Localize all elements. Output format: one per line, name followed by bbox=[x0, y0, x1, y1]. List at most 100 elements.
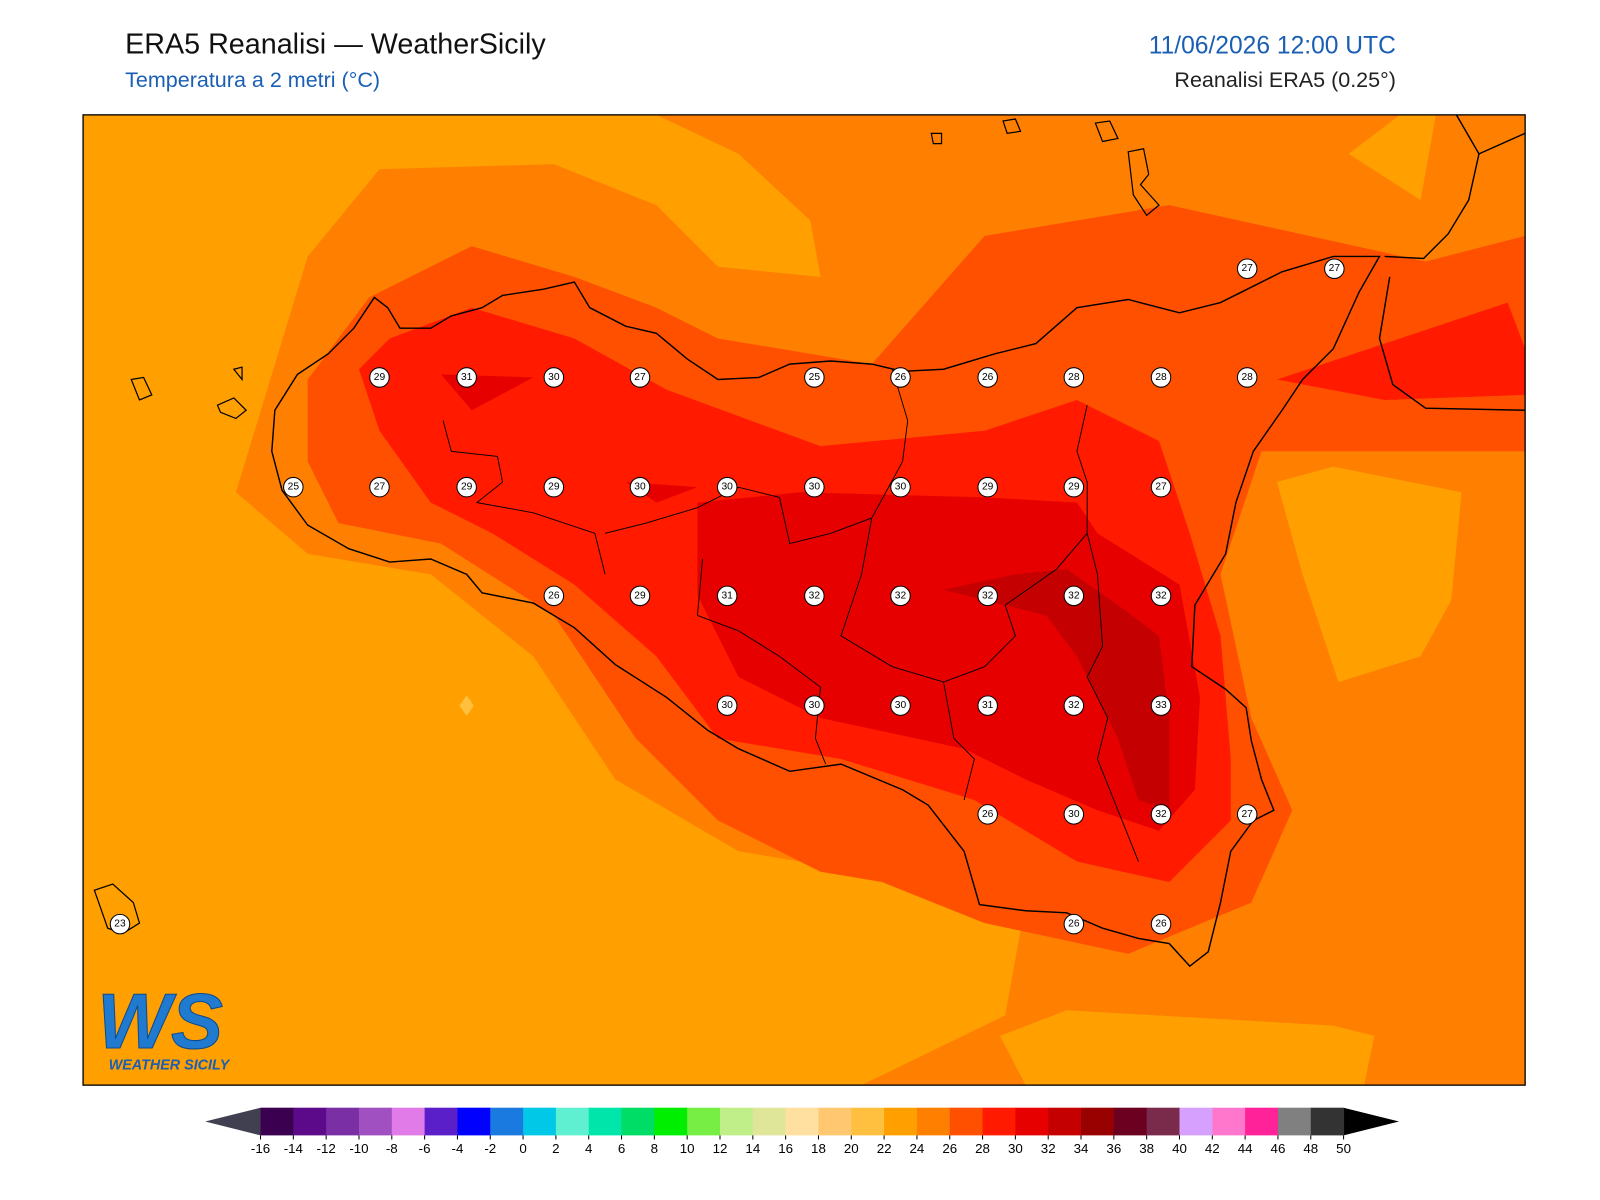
station-value: 25 bbox=[809, 372, 821, 383]
colorbar-bin bbox=[752, 1107, 787, 1136]
colorbar-tick-label: -16 bbox=[251, 1141, 270, 1156]
colorbar-bin bbox=[1245, 1107, 1279, 1136]
colorbar-bin bbox=[588, 1107, 623, 1136]
station-value: 26 bbox=[982, 372, 994, 383]
station-marker bbox=[543, 585, 565, 607]
colorbar-bin bbox=[1310, 1107, 1345, 1136]
station-value: 29 bbox=[548, 482, 560, 493]
colorbar-tick-label: 4 bbox=[585, 1141, 593, 1156]
station-marker bbox=[1150, 476, 1172, 498]
colorbar-tick-label: 8 bbox=[651, 1141, 658, 1156]
colorbar-tick-label: 6 bbox=[618, 1141, 625, 1156]
station-value: 27 bbox=[1241, 809, 1253, 820]
colorbar-tick-label: 18 bbox=[811, 1141, 826, 1156]
station-marker bbox=[1063, 585, 1085, 607]
station-marker bbox=[804, 695, 825, 716]
station-value: 30 bbox=[895, 700, 907, 711]
colorbar-bin bbox=[391, 1107, 426, 1136]
islands bbox=[93, 118, 1160, 935]
colorbar-tick-label: -14 bbox=[284, 1141, 304, 1156]
station-marker bbox=[804, 367, 825, 388]
colorbar-tick-label: -8 bbox=[386, 1141, 398, 1156]
station-value: 30 bbox=[721, 482, 733, 493]
station-value: 32 bbox=[1068, 700, 1080, 711]
station-marker bbox=[109, 913, 131, 935]
colorbar-bin bbox=[982, 1107, 1016, 1136]
station-value: 28 bbox=[1068, 372, 1080, 383]
station-value: 30 bbox=[634, 482, 646, 493]
colorbar-tick-label: 10 bbox=[680, 1141, 695, 1156]
station-marker bbox=[716, 695, 738, 716]
station-marker bbox=[977, 585, 998, 607]
station-value: 29 bbox=[982, 482, 994, 493]
colorbar-bin bbox=[1015, 1107, 1049, 1136]
colorbar-tick-label: 38 bbox=[1139, 1141, 1154, 1156]
station-marker bbox=[629, 585, 651, 607]
province-border bbox=[442, 369, 1139, 862]
colorbar-tick-label: 42 bbox=[1205, 1141, 1220, 1156]
colorbar-bin bbox=[1113, 1107, 1148, 1136]
station-marker bbox=[1150, 695, 1172, 716]
station-value: 29 bbox=[374, 372, 386, 383]
station-marker bbox=[283, 476, 304, 498]
station-value: 27 bbox=[1241, 263, 1253, 274]
station-marker bbox=[890, 476, 911, 498]
station-marker bbox=[1236, 367, 1258, 388]
station-value: 30 bbox=[809, 700, 821, 711]
colorbar-bin bbox=[1277, 1107, 1312, 1136]
station-marker bbox=[1063, 476, 1085, 498]
colorbar-tick-label: 0 bbox=[519, 1141, 526, 1156]
colorbar-bin bbox=[621, 1107, 655, 1136]
station-marker bbox=[977, 367, 998, 388]
colorbar-tick-label: 14 bbox=[745, 1141, 760, 1156]
station-marker bbox=[977, 804, 998, 825]
colorbar-bin bbox=[720, 1107, 754, 1136]
colorbar-tick-label: -4 bbox=[452, 1141, 464, 1156]
colorbar-bin bbox=[949, 1107, 984, 1136]
coastline bbox=[1378, 114, 1526, 411]
colorbar-bin bbox=[555, 1107, 590, 1136]
station-marker bbox=[369, 367, 390, 388]
logo-text: WEATHER SICILY bbox=[109, 1058, 231, 1074]
colorbar-tick-label: 28 bbox=[975, 1141, 990, 1156]
colorbar-bin bbox=[1146, 1107, 1180, 1136]
colorbar-tick-label: 50 bbox=[1336, 1141, 1351, 1156]
colorbar-bin bbox=[884, 1107, 918, 1136]
station-value: 30 bbox=[809, 482, 821, 493]
colorbar-tick-label: 12 bbox=[713, 1141, 728, 1156]
colorbar-bin bbox=[490, 1107, 524, 1136]
station-marker bbox=[1150, 913, 1172, 935]
source: Reanalisi ERA5 (0.25°) bbox=[1174, 68, 1395, 92]
colorbar-bin bbox=[293, 1107, 327, 1136]
coastline bbox=[271, 255, 1381, 968]
station-value: 31 bbox=[721, 590, 733, 601]
station-marker bbox=[977, 476, 998, 498]
colorbar-bin bbox=[424, 1107, 458, 1136]
station-marker bbox=[1063, 695, 1085, 716]
colorbar-tick-label: -2 bbox=[484, 1141, 496, 1156]
stations: 27 27 29 31 30 27 25 26 26 28 28 28 25 27 29 29 30 30 30 30… bbox=[109, 258, 1345, 935]
colorbar-tick-label: -10 bbox=[349, 1141, 368, 1156]
colorbar-tick-label: 32 bbox=[1041, 1141, 1056, 1156]
contour bbox=[943, 569, 1170, 811]
station-value: 32 bbox=[1155, 809, 1167, 820]
colorbar-under bbox=[205, 1107, 261, 1136]
colorbar-bin bbox=[1179, 1107, 1213, 1136]
station-value: 30 bbox=[721, 700, 733, 711]
logo-mark: WS bbox=[97, 977, 223, 1065]
colorbar-tick-label: 16 bbox=[778, 1141, 793, 1156]
station-value: 27 bbox=[634, 372, 646, 383]
datetime: 11/06/2026 12:00 UTC bbox=[1149, 32, 1396, 59]
colorbar-tick-label: 44 bbox=[1238, 1141, 1253, 1156]
station-marker bbox=[804, 585, 825, 607]
colorbar-tick-label: -6 bbox=[419, 1141, 431, 1156]
station-marker bbox=[890, 585, 911, 607]
station-marker bbox=[456, 367, 477, 388]
station-value: 30 bbox=[1068, 809, 1080, 820]
title: ERA5 Reanalisi — WeatherSicily bbox=[125, 28, 546, 60]
logo: WS WEATHER SICILY bbox=[97, 977, 231, 1074]
station-value: 31 bbox=[982, 700, 994, 711]
colorbar-bin bbox=[1081, 1107, 1115, 1136]
